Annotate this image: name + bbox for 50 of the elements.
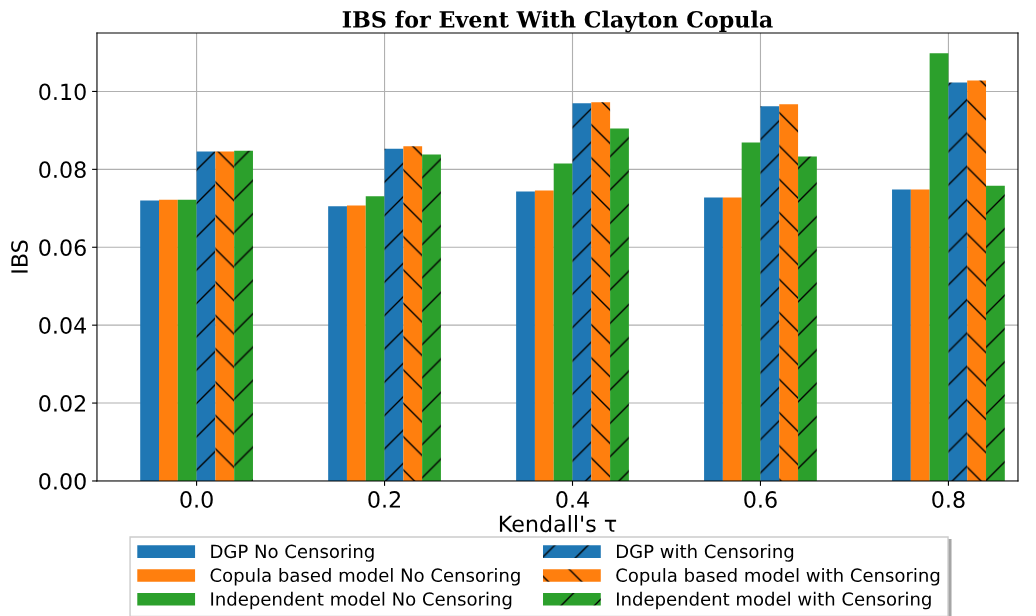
x-tick-label: 0.6	[744, 491, 777, 508]
bar	[346, 205, 366, 481]
y-tick-label: 0.08	[39, 161, 86, 179]
bar	[760, 106, 780, 481]
bar	[704, 197, 723, 481]
bar	[328, 206, 347, 481]
y-tick-label: 0.06	[39, 239, 86, 257]
x-axis-title: Kendall's τ	[499, 514, 617, 533]
bar	[591, 102, 611, 481]
bar	[177, 199, 197, 481]
x-tick-label: 0.2	[368, 491, 400, 508]
bar	[140, 200, 159, 481]
x-tick-label: 0.4	[556, 491, 589, 508]
bar	[892, 189, 911, 481]
legend-label: Copula based model with Censoring	[616, 568, 940, 586]
bar	[422, 154, 441, 481]
y-tick-label: 0.04	[39, 317, 86, 334]
bar	[910, 189, 930, 481]
bar	[741, 142, 761, 481]
bar	[722, 197, 742, 481]
legend-label: Independent model No Censoring	[211, 591, 512, 610]
y-axis-title: IBS	[11, 240, 28, 273]
bar	[234, 150, 253, 481]
x-tick-label: 0.8	[932, 491, 965, 508]
bar	[159, 199, 178, 481]
bar	[403, 146, 423, 481]
bar	[779, 104, 799, 481]
bar	[610, 128, 629, 481]
bar	[948, 82, 968, 481]
x-tick-label: 0.0	[180, 491, 213, 508]
chart-title: IBS for Event With Clayton Copula	[342, 10, 773, 33]
y-tick-label: 0.00	[39, 472, 86, 490]
bar	[516, 191, 535, 481]
bar	[967, 80, 987, 481]
bar	[798, 156, 817, 481]
bar	[384, 148, 404, 481]
bar	[365, 196, 385, 481]
y-tick-label: 0.02	[39, 395, 86, 412]
bar	[572, 103, 592, 481]
y-tick-label: 0.10	[39, 83, 86, 101]
bar	[196, 151, 216, 481]
bar	[986, 185, 1005, 481]
bar	[534, 190, 554, 481]
bar	[553, 163, 573, 481]
bar	[929, 53, 949, 481]
legend-label: DGP No Censoring	[211, 544, 374, 562]
legend-label: Copula based model No Censoring	[210, 568, 520, 586]
legend-label: DGP with Censoring	[617, 544, 794, 562]
legend-label: Independent model with Censoring	[617, 591, 931, 610]
bar	[215, 151, 235, 481]
